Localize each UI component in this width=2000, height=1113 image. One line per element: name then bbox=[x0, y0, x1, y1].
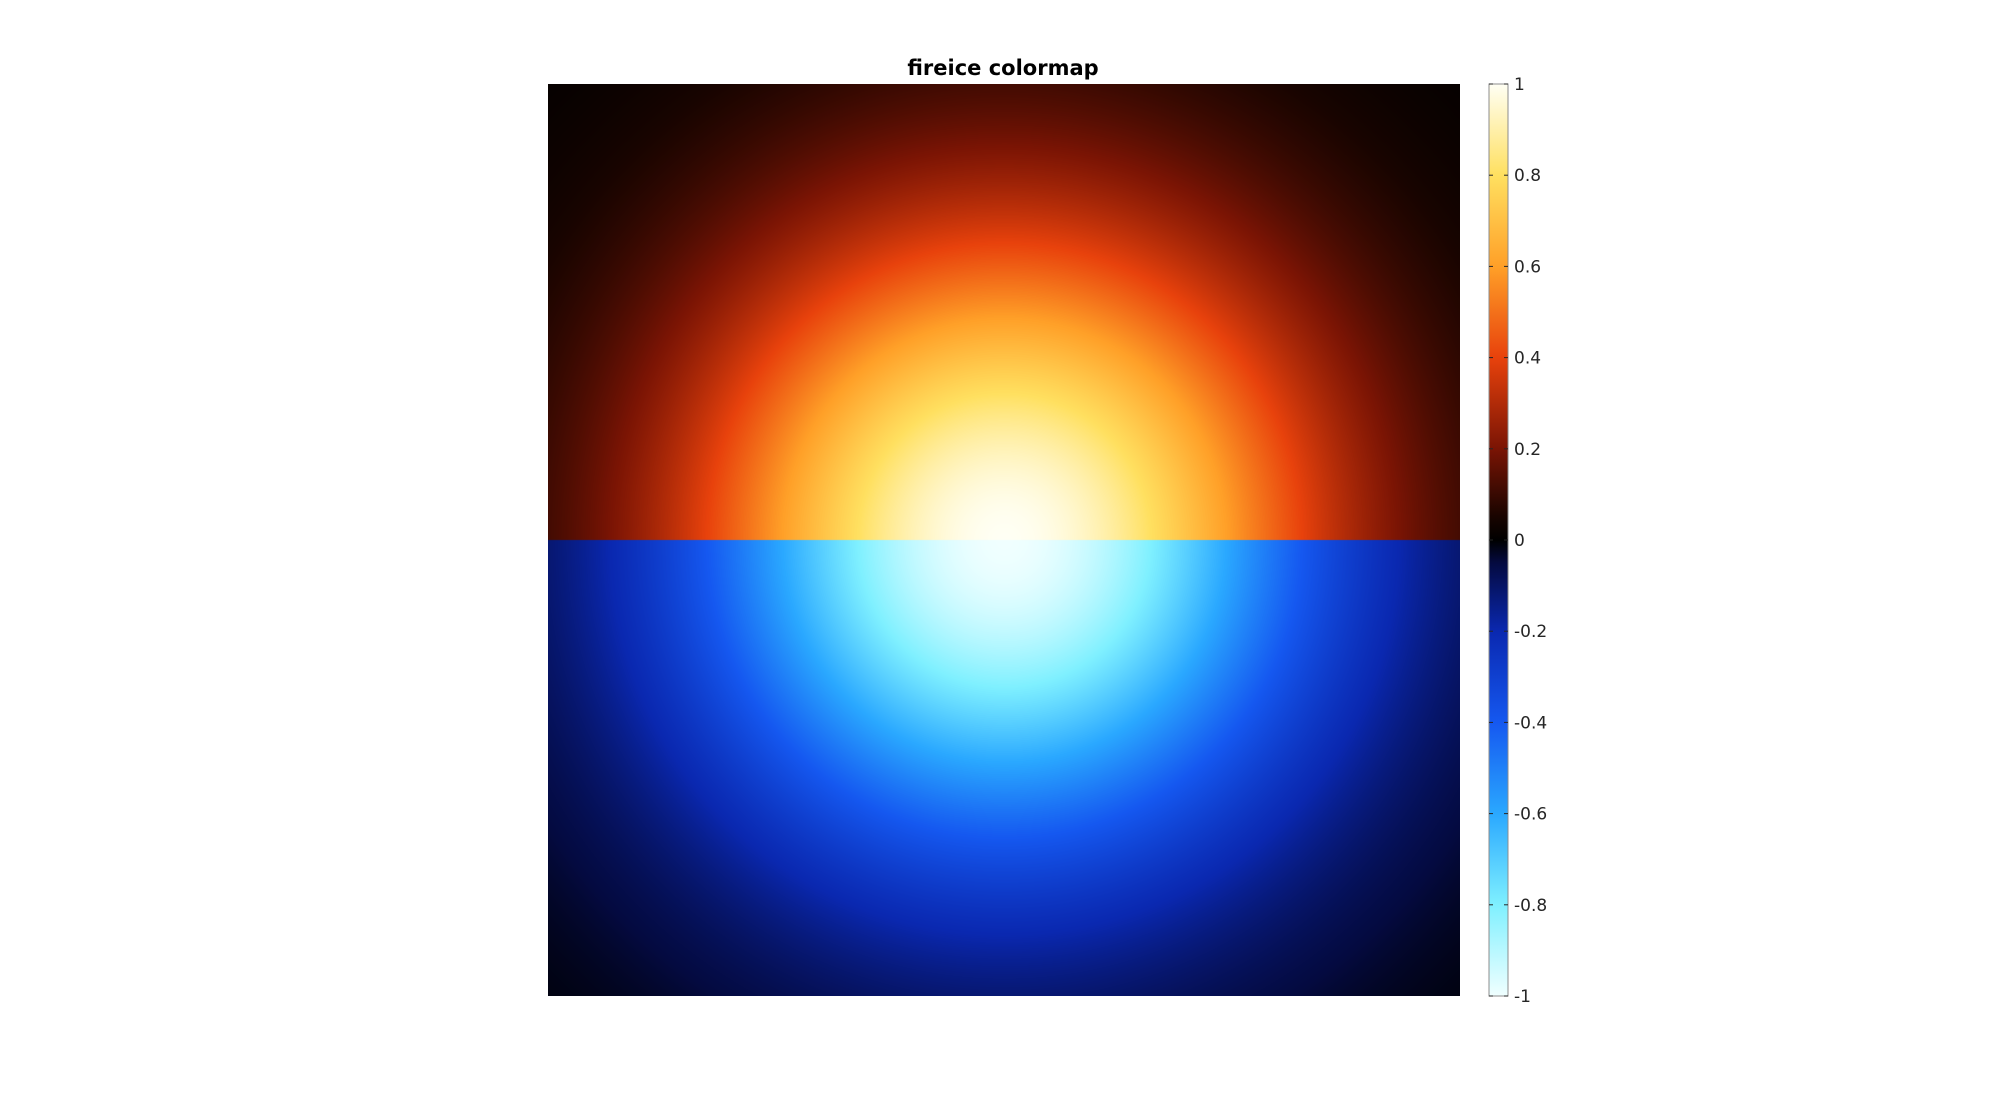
colorbar-tick-label: 0.8 bbox=[1514, 166, 1541, 186]
colorbar-tick-label: 0.6 bbox=[1514, 257, 1541, 277]
heatmap-plot-area bbox=[548, 84, 1460, 996]
colorbar-tick-label: 0.2 bbox=[1514, 440, 1541, 460]
colorbar-ticks: 1 0.8 0.6 0.4 0.2 0 -0.2 -0.4 -0.6 -0.8 -1 bbox=[1489, 75, 1547, 1007]
colorbar-tick-label: -0.6 bbox=[1514, 805, 1547, 825]
colorbar-tick-label: -0.8 bbox=[1514, 896, 1547, 916]
colorbar-tick-label: 0 bbox=[1514, 531, 1525, 551]
heatmap-image bbox=[548, 84, 1460, 996]
colorbar-tick-label: -0.2 bbox=[1514, 622, 1547, 642]
colorbar-tick-label: -1 bbox=[1514, 987, 1531, 1007]
colorbar-tick-label: -0.4 bbox=[1514, 713, 1547, 733]
chart-title: fireice colormap bbox=[907, 56, 1098, 80]
colorbar-tick-label: 1 bbox=[1514, 75, 1525, 95]
colorbar-tick-label: 0.4 bbox=[1514, 349, 1541, 369]
colorbar: 1 0.8 0.6 0.4 0.2 0 -0.2 -0.4 -0.6 -0.8 -1 bbox=[1488, 75, 1547, 1007]
